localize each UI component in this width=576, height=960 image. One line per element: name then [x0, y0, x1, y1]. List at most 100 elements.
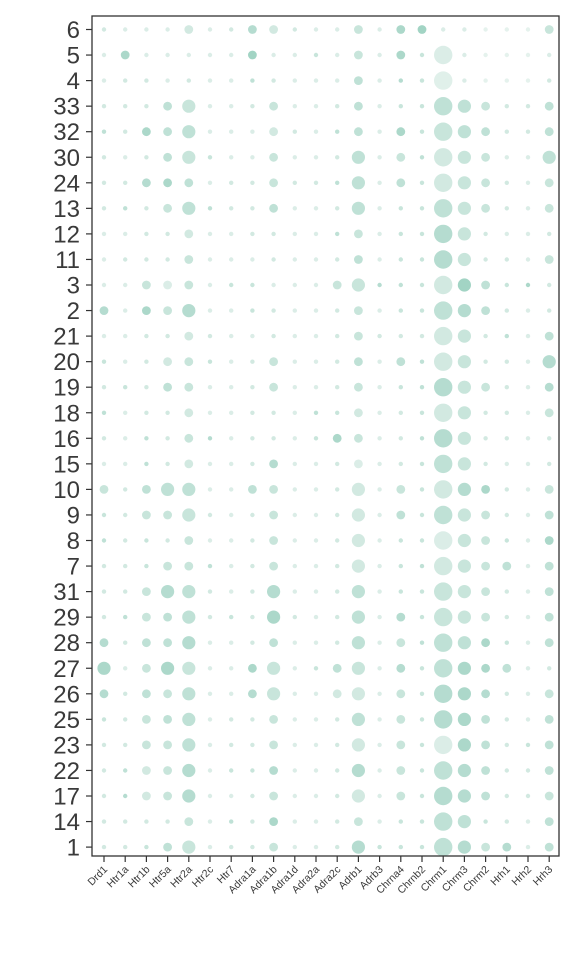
- dot-5-Htr2c: [207, 52, 213, 58]
- dot-22-Drd1: [101, 768, 107, 773]
- dot-23-Htr5a: [163, 740, 173, 750]
- dot-3-Chrm1: [434, 275, 453, 295]
- dot-24-Chrm3: [457, 176, 471, 190]
- dot-14-Htr2a: [184, 817, 194, 826]
- dot-9-Htr2a: [182, 508, 196, 522]
- dot-31-Hrh1: [504, 589, 509, 594]
- dot-13-Adrb1: [351, 201, 365, 215]
- dot-23-Htr2c: [207, 742, 213, 748]
- plot-frame: [91, 15, 560, 857]
- dot-17-Adrb1: [351, 789, 365, 803]
- dot-1-Chrm3: [457, 840, 471, 854]
- dot-32-Htr1b: [142, 127, 151, 137]
- dot-31-Chrna4: [398, 589, 403, 594]
- dot-16-Htr2a: [184, 433, 194, 443]
- dot-29-Chrm3: [457, 610, 471, 624]
- dot-32-Adrb1: [354, 127, 363, 137]
- dot-14-Hrh1: [504, 819, 509, 824]
- dot-2-Chrm2: [481, 306, 490, 315]
- dot-10-Adra2a: [313, 487, 319, 492]
- dot-33-Drd1: [101, 104, 107, 109]
- y-tick-label: 13: [53, 196, 80, 223]
- dot-13-Hrh2: [525, 206, 531, 211]
- dot-6-Htr7: [229, 27, 234, 32]
- dot-31-Chrm1: [434, 582, 453, 601]
- dot-15-Htr2a: [184, 459, 194, 469]
- dot-25-Htr2c: [207, 717, 213, 722]
- dot-30-Htr1b: [144, 155, 149, 160]
- dot-33-Adrb3: [377, 104, 382, 109]
- dot-24-Adra2a: [313, 180, 319, 185]
- dot-12-Adra1b: [271, 231, 276, 237]
- dot-2-Chrm1: [434, 301, 453, 320]
- dot-4-Htr7: [229, 78, 234, 83]
- dot-6-Hrh1: [504, 27, 509, 32]
- dot-21-Adrb3: [377, 333, 382, 339]
- dot-9-Htr7: [229, 512, 234, 518]
- dot-5-Chrm2: [483, 52, 488, 58]
- dot-10-Htr1a: [123, 487, 128, 492]
- dot-30-Adra1b: [269, 152, 278, 162]
- dot-14-Adrb3: [377, 819, 382, 824]
- dot-16-Adra1d: [292, 436, 297, 441]
- dot-16-Adra2c: [332, 433, 342, 443]
- dot-15-Hrh1: [504, 461, 509, 467]
- dot-22-Htr2c: [207, 768, 213, 773]
- x-axis: Drd1Htr1aHtr1bHtr5aHtr2aHtr2cHtr7Adra1aA…: [86, 856, 555, 896]
- dot-2-Adrb1: [354, 306, 363, 315]
- dot-25-Chrnb2: [419, 717, 425, 722]
- dot-1-Chrm1: [434, 837, 453, 857]
- dot-3-Adra1d: [292, 282, 297, 288]
- dot-8-Hrh2: [525, 538, 531, 543]
- dot-7-Chrnb2: [419, 563, 425, 569]
- dot-21-Adra1a: [250, 333, 255, 339]
- dot-17-Drd1: [101, 793, 107, 799]
- dot-15-Htr7: [229, 461, 234, 467]
- y-axis: 6543332302413121132212019181615109873129…: [53, 17, 92, 862]
- dot-32-Htr7: [229, 129, 234, 134]
- dot-16-Adrb3: [377, 436, 382, 441]
- dot-1-Adra1d: [292, 844, 297, 850]
- dot-18-Hrh1: [504, 410, 509, 415]
- dot-15-Hrh3: [547, 461, 552, 467]
- dot-28-Adra1d: [292, 640, 297, 645]
- dot-20-Adra2a: [313, 359, 319, 364]
- dot-12-Adra2c: [335, 231, 340, 237]
- dot-24-Adra1a: [250, 180, 255, 185]
- y-tick-label: 1: [67, 835, 80, 862]
- dot-10-Hrh1: [504, 487, 509, 492]
- dot-2-Adrb3: [377, 308, 382, 313]
- dot-4-Chrna4: [398, 78, 403, 83]
- dot-2-Adra1a: [250, 308, 255, 313]
- dot-10-Htr2c: [207, 487, 213, 492]
- dot-25-Htr1a: [123, 717, 128, 722]
- dot-11-Hrh1: [504, 257, 509, 262]
- dot-8-Htr2c: [207, 538, 213, 543]
- dot-6-Hrh2: [525, 27, 531, 32]
- dot-3-Chrna4: [398, 282, 403, 288]
- dot-7-Htr2a: [184, 561, 194, 571]
- dot-19-Drd1: [101, 385, 107, 390]
- dot-15-Drd1: [101, 461, 107, 467]
- dot-31-Hrh2: [525, 589, 531, 594]
- x-tick-label: Htr5a: [147, 864, 174, 891]
- dot-4-Adra2c: [335, 78, 340, 83]
- dot-14-Htr2c: [207, 819, 213, 824]
- dot-17-Chrm3: [457, 789, 471, 803]
- dot-4-Adra1d: [292, 78, 297, 83]
- dot-9-Htr1b: [142, 510, 151, 520]
- dot-23-Adra1a: [250, 742, 255, 748]
- y-tick-label: 27: [53, 656, 80, 683]
- dot-16-Chrm1: [434, 429, 453, 448]
- dot-26-Drd1: [99, 689, 109, 699]
- dot-12-Chrm2: [483, 231, 488, 237]
- dot-8-Htr5a: [165, 538, 170, 543]
- dot-20-Adrb1: [354, 357, 363, 367]
- dot-4-Chrm1: [434, 71, 453, 90]
- dot-20-Htr2a: [184, 357, 194, 367]
- dot-3-Adrb1: [351, 278, 365, 292]
- dot-8-Hrh3: [544, 536, 554, 545]
- dot-8-Adra1b: [269, 536, 278, 545]
- dot-3-Adrb3: [377, 282, 382, 288]
- dot-17-Adra1b: [269, 791, 278, 801]
